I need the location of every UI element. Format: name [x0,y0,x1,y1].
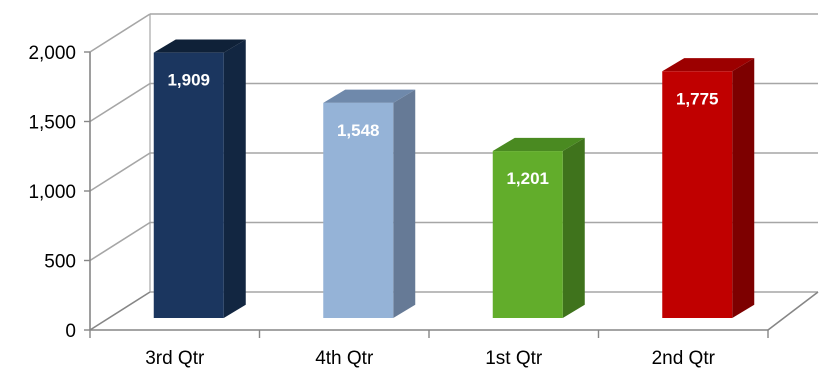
x-tick-label: 2nd Qtr [652,348,716,369]
data-label: 1,201 [506,169,549,188]
y-tick-label: 1,000 [28,182,76,203]
bar-top [492,137,585,152]
x-axis: 3rd Qtr 4th Qtr 1st Qtr 2nd Qtr [89,291,819,369]
gridline-wall [89,221,151,262]
data-label: 1,909 [167,71,210,90]
bar [492,137,585,318]
floor-edge [767,291,819,331]
bar-side [562,137,585,318]
y-axis: 0 500 1,000 1,500 2,000 [28,43,91,342]
x-tick-label: 1st Qtr [485,348,543,369]
bar-top [153,39,246,53]
gridline-wall [89,152,151,192]
bar-top [662,58,755,72]
x-tick-label: 3rd Qtr [145,348,205,369]
y-tick-label: 500 [44,252,76,273]
bar-front [153,52,224,319]
data-label: 1,775 [676,89,719,108]
bars [153,39,755,319]
bar [662,58,755,319]
gridline-wall [89,82,151,123]
bar-side [223,39,246,318]
bar-side [393,89,416,319]
bar-front [323,102,394,318]
y-tick-label: 1,500 [28,113,76,134]
y-tick-label: 0 [65,321,76,342]
x-tick-label: 4th Qtr [315,348,374,369]
bar [153,39,246,319]
data-label: 1,548 [337,121,380,140]
data-labels: 1,909 1,548 1,201 1,775 [167,71,718,188]
y-tick-label: 2,000 [28,43,76,64]
bar-front [662,71,733,319]
bar-top [323,89,416,103]
bar-side [732,58,755,318]
gridline-wall [89,291,151,331]
bar [323,89,416,319]
gridline-wall [89,13,151,53]
bar-front [492,151,563,318]
